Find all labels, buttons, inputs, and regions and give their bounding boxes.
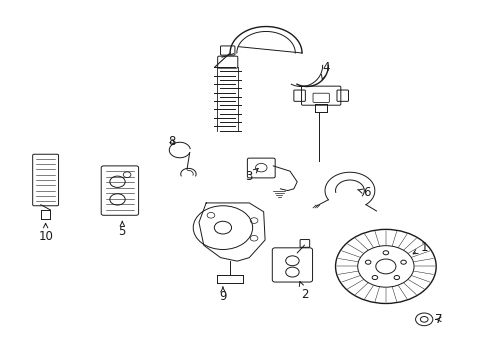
Text: 10: 10 bbox=[38, 224, 53, 243]
Text: 7: 7 bbox=[434, 313, 442, 326]
Text: 8: 8 bbox=[167, 135, 175, 148]
Text: 6: 6 bbox=[357, 186, 370, 199]
Text: 1: 1 bbox=[412, 240, 427, 254]
Text: 2: 2 bbox=[299, 282, 307, 301]
Text: 5: 5 bbox=[119, 221, 126, 238]
Text: 4: 4 bbox=[321, 60, 329, 80]
Text: 9: 9 bbox=[219, 287, 226, 303]
Text: 3: 3 bbox=[245, 168, 258, 183]
